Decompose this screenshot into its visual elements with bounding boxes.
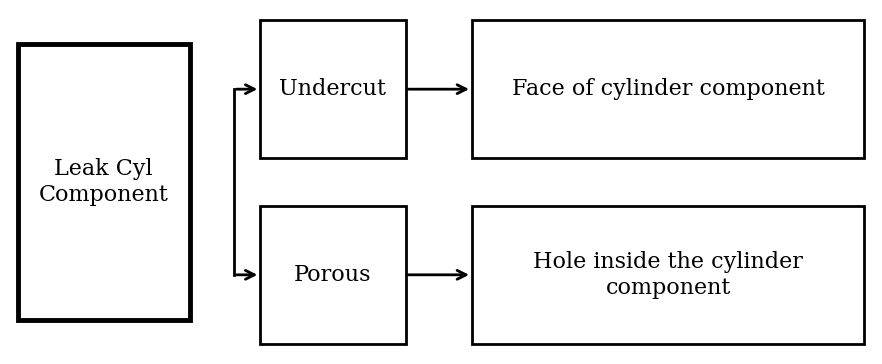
Text: Face of cylinder component: Face of cylinder component <box>512 78 825 100</box>
FancyBboxPatch shape <box>260 206 406 344</box>
Text: Porous: Porous <box>295 264 371 286</box>
Text: Leak Cyl
Component: Leak Cyl Component <box>39 158 168 206</box>
Text: Hole inside the cylinder
component: Hole inside the cylinder component <box>534 251 803 298</box>
FancyBboxPatch shape <box>472 206 864 344</box>
FancyBboxPatch shape <box>260 20 406 158</box>
FancyBboxPatch shape <box>18 44 190 320</box>
Text: Undercut: Undercut <box>280 78 386 100</box>
FancyBboxPatch shape <box>472 20 864 158</box>
